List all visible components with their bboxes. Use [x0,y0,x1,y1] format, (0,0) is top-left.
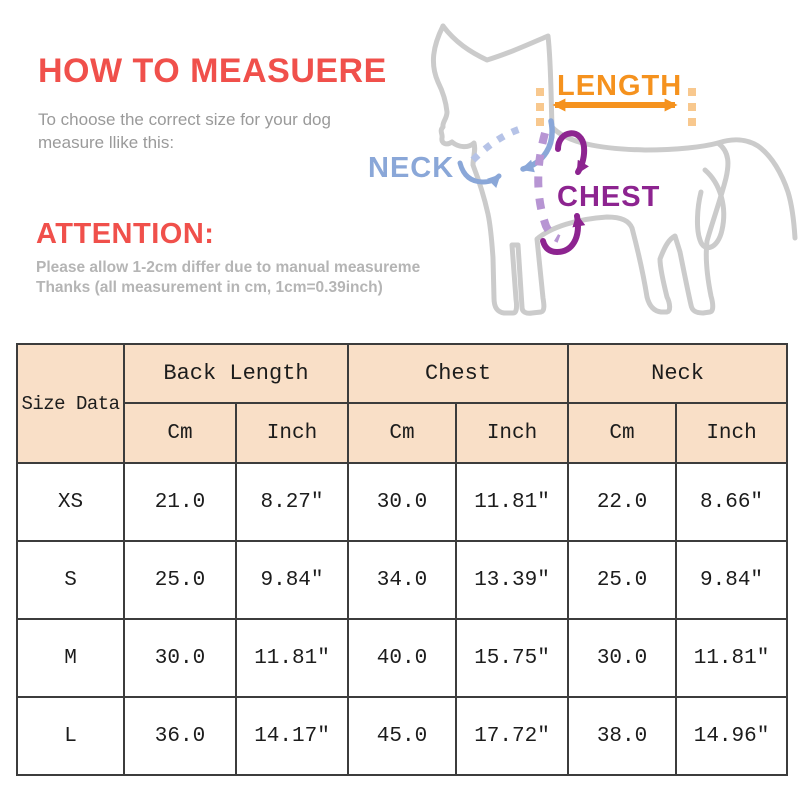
unit-header: Inch [455,402,570,464]
table-cell: 40.0 [347,618,458,698]
neck-label: NECK [368,152,455,184]
size-cell: XS [16,462,125,542]
unit-header: Cm [347,402,458,464]
table-row-l: L 36.0 14.17″ 45.0 17.72″ 38.0 14.96″ [16,696,789,776]
table-cell: 8.66″ [675,462,789,542]
subtitle-line-2: measure llike this: [38,133,175,152]
table-row-m: M 30.0 11.81″ 40.0 15.75″ 30.0 11.81″ [16,618,789,698]
attention-note: Please allow 1-2cm differ due to manual … [36,258,456,298]
table-cell: 11.81″ [234,618,350,698]
table-cell: 25.0 [123,540,237,620]
table-cell: 11.81″ [675,618,789,698]
neck-swoosh-arrow [457,160,502,188]
chest-arrow-top [555,130,589,175]
table-cell: 14.96″ [675,696,789,776]
table-cell: 36.0 [123,696,237,776]
column-group-back-length: Back Length [122,343,350,404]
size-cell: S [16,540,125,620]
table-cell: 14.17″ [234,696,350,776]
table-row-xs: XS 21.0 8.27″ 30.0 11.81″ 22.0 8.66″ [16,462,789,542]
unit-header: Cm [567,402,678,464]
table-cell: 34.0 [347,540,458,620]
size-cell: M [16,618,125,698]
table-cell: 15.75″ [455,618,570,698]
page-title: HOW TO MEASUERE [38,52,387,90]
table-cell: 25.0 [567,540,678,620]
attention-title: ATTENTION: [36,218,215,250]
dog-measurement-diagram [430,23,798,316]
table-cell: 22.0 [567,462,678,542]
size-table: Size Data Back Length Chest Neck Cm Inch… [16,343,789,776]
table-cell: 21.0 [123,462,237,542]
chest-label: CHEST [557,181,661,213]
table-cell: 30.0 [567,618,678,698]
chest-arrow-bottom [540,213,586,256]
table-cell: 9.84″ [234,540,350,620]
dog-illustration [430,23,798,316]
column-group-chest: Chest [347,343,570,404]
unit-header: Inch [675,402,789,464]
table-cell: 30.0 [123,618,237,698]
unit-header: Inch [234,402,350,464]
attention-line-1: Please allow 1-2cm differ due to manual … [36,259,421,276]
chest-dashed-line [534,131,561,243]
table-cell: 30.0 [347,462,458,542]
subtitle-line-1: To choose the correct size for your dog [38,110,331,129]
length-label: LENGTH [557,70,683,102]
table-cell: 13.39″ [455,540,570,620]
length-tick-marks [536,88,696,126]
table-row-s: S 25.0 9.84″ 34.0 13.39″ 25.0 9.84″ [16,540,789,620]
table-cell: 8.27″ [234,462,350,542]
unit-header: Cm [123,402,237,464]
size-table-corner: Size Data [16,343,125,464]
size-cell: L [16,696,125,776]
table-cell: 45.0 [347,696,458,776]
subtitle: To choose the correct size for your dog … [38,108,331,154]
table-cell: 38.0 [567,696,678,776]
table-cell: 9.84″ [675,540,789,620]
table-cell: 11.81″ [455,462,570,542]
corner-label: Size Data [21,392,120,415]
neck-collar-dots [470,124,525,163]
neck-pointer-arrow [520,118,555,173]
column-group-neck: Neck [567,343,789,404]
attention-line-2: Thanks (all measurement in cm, 1cm=0.39i… [36,279,383,296]
table-cell: 17.72″ [455,696,570,776]
